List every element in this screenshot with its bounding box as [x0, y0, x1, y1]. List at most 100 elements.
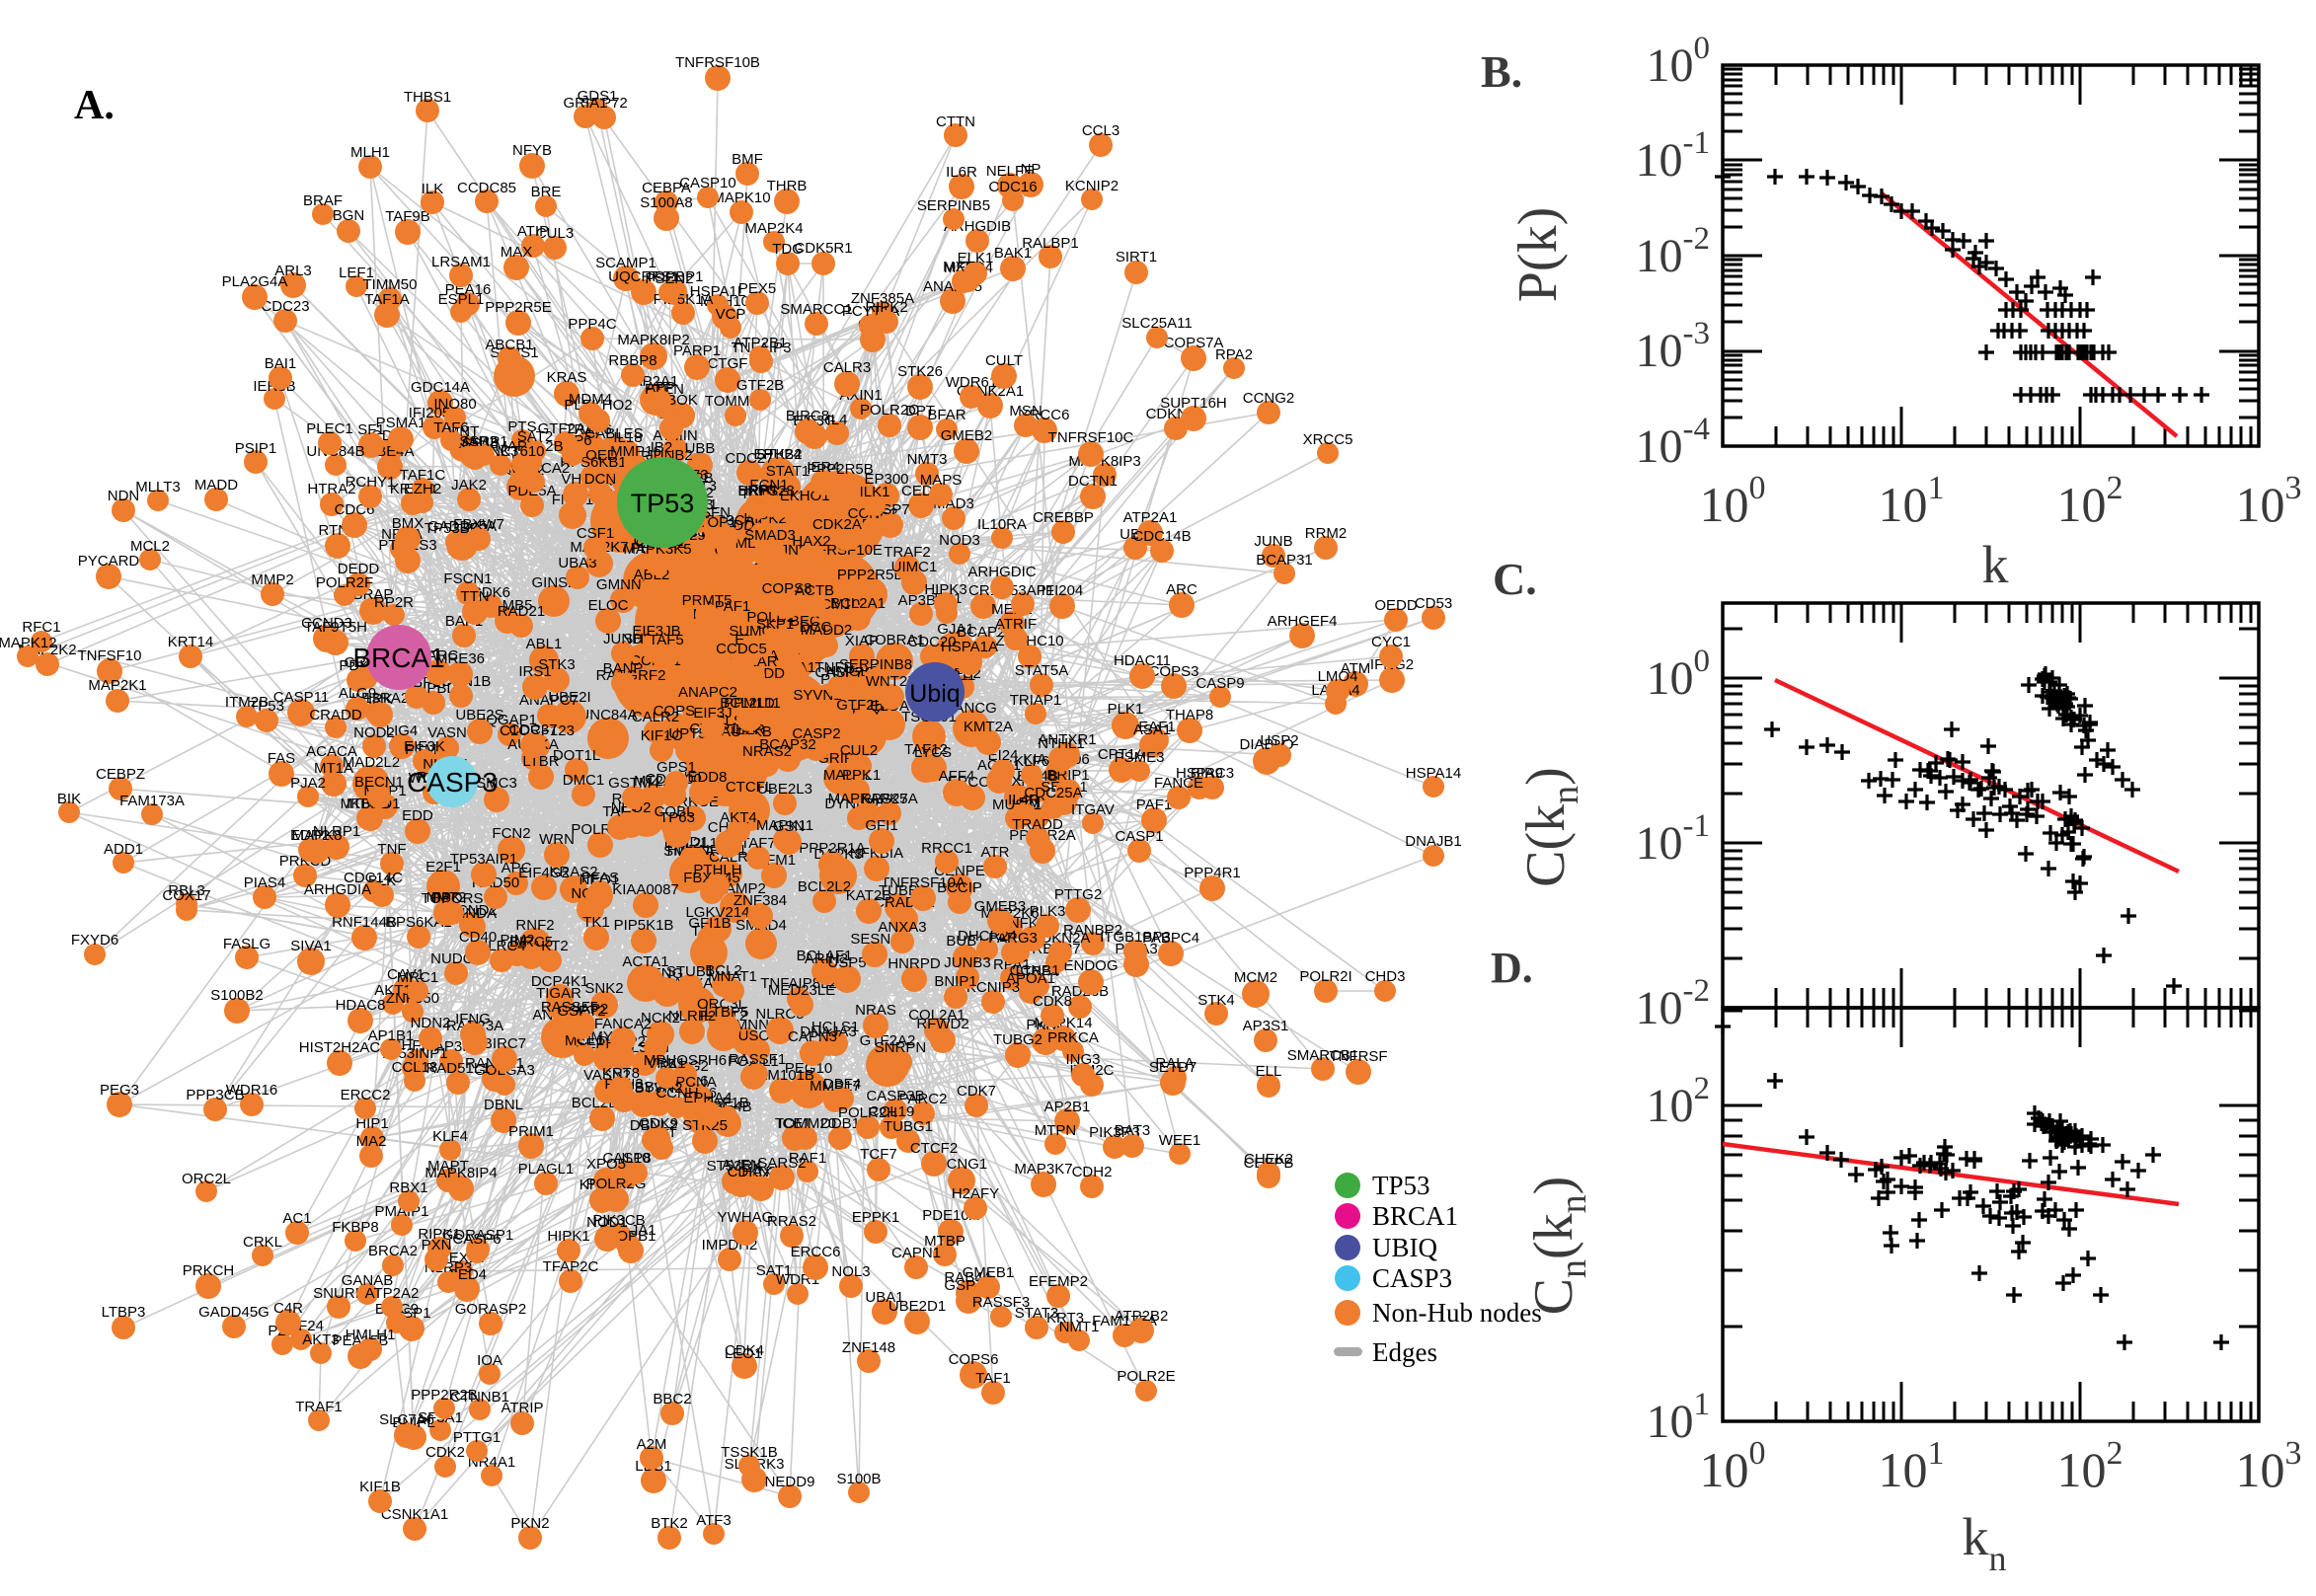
svg-text:C.: C.	[1493, 554, 1537, 604]
svg-text:FASLG: FASLG	[223, 936, 270, 952]
svg-text:NEDD9: NEDD9	[765, 1474, 815, 1490]
svg-text:GDS1: GDS1	[578, 88, 618, 105]
svg-text:BCL2L2: BCL2L2	[798, 878, 851, 895]
svg-text:NMT2: NMT2	[426, 889, 467, 906]
svg-text:RCHY1: RCHY1	[346, 474, 396, 491]
svg-text:MNDA: MNDA	[453, 905, 497, 922]
svg-text:DNAJA3: DNAJA3	[800, 1024, 857, 1040]
svg-text:RBX1: RBX1	[389, 1179, 427, 1196]
svg-text:TUBB: TUBB	[879, 882, 918, 899]
svg-text:HIST2H2AC: HIST2H2AC	[299, 1039, 381, 1056]
svg-text:MRC1: MRC1	[397, 969, 439, 986]
svg-text:SAT1: SAT1	[756, 1262, 792, 1279]
svg-text:CDC23: CDC23	[261, 298, 309, 315]
svg-text:RIPK1: RIPK1	[418, 1226, 460, 1243]
svg-text:KRAS2: KRAS2	[549, 864, 597, 880]
svg-text:AP3S1: AP3S1	[1243, 1018, 1289, 1034]
svg-text:EP300: EP300	[864, 471, 908, 488]
svg-text:PARG3: PARG3	[988, 930, 1038, 947]
svg-text:SF1: SF1	[357, 421, 385, 438]
svg-text:ESPL1: ESPL1	[438, 291, 485, 308]
svg-text:Ubiq: Ubiq	[909, 680, 960, 708]
svg-text:RRCC1: RRCC1	[921, 840, 972, 857]
svg-text:MAPK11: MAPK11	[756, 817, 813, 834]
svg-text:CT610: CT610	[500, 443, 544, 460]
svg-text:NOD1: NOD1	[586, 1214, 628, 1231]
svg-text:CDC37: CDC37	[508, 722, 557, 738]
svg-text:H2AFY: H2AFY	[952, 1185, 999, 1202]
svg-text:ARHGDIA: ARHGDIA	[304, 881, 371, 898]
svg-text:SNK2: SNK2	[584, 980, 623, 997]
svg-text:XPO5: XPO5	[586, 1156, 626, 1173]
svg-text:UBE2D1: UBE2D1	[888, 1298, 946, 1315]
svg-text:APC: APC	[502, 860, 532, 876]
svg-text:BUB1: BUB1	[946, 933, 984, 950]
svg-text:VRK1: VRK1	[647, 1055, 685, 1072]
svg-text:NOD3: NOD3	[939, 532, 980, 549]
svg-text:HNRPD: HNRPD	[888, 955, 941, 972]
svg-text:MAPK12: MAPK12	[0, 635, 57, 651]
svg-text:PLEC1: PLEC1	[306, 420, 353, 437]
svg-text:FCN1: FCN1	[749, 477, 788, 494]
svg-text:GADD45G: GADD45G	[198, 1304, 270, 1321]
svg-text:NDN2: NDN2	[411, 1015, 451, 1031]
svg-text:TOPORS: TOPORS	[421, 890, 483, 907]
svg-text:THAP8: THAP8	[1166, 707, 1213, 723]
svg-text:YWHAG: YWHAG	[718, 1209, 774, 1226]
svg-text:IL4R: IL4R	[1008, 792, 1040, 808]
svg-text:SSRP1: SSRP1	[459, 433, 507, 450]
svg-text:TDG: TDG	[772, 241, 804, 258]
svg-text:MMP2: MMP2	[251, 571, 293, 588]
svg-text:CDC14B: CDC14B	[1132, 528, 1191, 545]
svg-text:CASP6: CASP6	[452, 1231, 501, 1248]
svg-text:CD40: CD40	[459, 929, 497, 946]
svg-text:BAK1: BAK1	[994, 245, 1032, 262]
svg-text:S100B2: S100B2	[210, 987, 263, 1004]
svg-text:PIK3CB: PIK3CB	[592, 1212, 645, 1229]
svg-text:TSSK1B: TSSK1B	[721, 1444, 778, 1461]
svg-text:CASP10: CASP10	[679, 175, 736, 191]
svg-text:UBB: UBB	[685, 440, 716, 457]
svg-text:C1ORF123: C1ORF123	[500, 722, 575, 739]
svg-text:HDAC11: HDAC11	[1114, 652, 1171, 669]
svg-text:TRIAP1: TRIAP1	[1010, 692, 1062, 709]
svg-text:WDR61: WDR61	[946, 374, 998, 391]
svg-text:TAF1: TAF1	[975, 1370, 1011, 1387]
svg-text:EIF3J: EIF3J	[693, 705, 732, 722]
svg-text:AKT1: AKT1	[374, 982, 412, 999]
svg-text:GMEB1: GMEB1	[963, 1264, 1015, 1281]
svg-text:WDR16: WDR16	[226, 1082, 278, 1099]
svg-text:CASP7: CASP7	[814, 664, 863, 681]
svg-text:GTF2B: GTF2B	[736, 377, 784, 394]
svg-text:CCNG1: CCNG1	[936, 1156, 988, 1173]
svg-text:HSPA1A: HSPA1A	[941, 639, 998, 655]
svg-text:TAF6: TAF6	[433, 419, 469, 436]
svg-text:GDC14A: GDC14A	[411, 379, 470, 396]
svg-text:UNC84A: UNC84A	[579, 707, 637, 723]
svg-text:BAI1: BAI1	[265, 355, 297, 372]
svg-text:SFN: SFN	[701, 504, 731, 521]
svg-text:PARC2: PARC2	[899, 1091, 948, 1107]
svg-text:A2M: A2M	[637, 1436, 667, 1453]
svg-text:TK1: TK1	[582, 914, 610, 931]
svg-text:BCL2A1: BCL2A1	[830, 595, 886, 612]
svg-text:JAK2: JAK2	[451, 477, 487, 494]
svg-text:BAT3: BAT3	[1115, 1122, 1150, 1139]
svg-text:HIP1: HIP1	[355, 1115, 388, 1132]
svg-text:ERCC2: ERCC2	[341, 1087, 391, 1103]
svg-text:CSF1: CSF1	[577, 525, 614, 542]
svg-text:CCND3: CCND3	[301, 615, 352, 632]
svg-text:PEX5: PEX5	[738, 280, 776, 297]
svg-text:TFAP2C: TFAP2C	[543, 1258, 599, 1275]
svg-text:RRAS2: RRAS2	[767, 1213, 816, 1230]
svg-text:HMLH1: HMLH1	[346, 1327, 396, 1343]
svg-text:RALA: RALA	[1155, 1055, 1194, 1072]
svg-text:RRM2: RRM2	[1305, 525, 1348, 542]
svg-text:TTN: TTN	[460, 588, 489, 605]
svg-text:DCN: DCN	[584, 471, 617, 488]
svg-text:CCNG2: CCNG2	[1243, 390, 1295, 407]
svg-text:B.: B.	[1481, 46, 1522, 97]
svg-text:PABPC4: PABPC4	[1142, 930, 1199, 947]
svg-text:CRADD: CRADD	[309, 707, 362, 723]
svg-text:k: k	[1982, 535, 2009, 594]
